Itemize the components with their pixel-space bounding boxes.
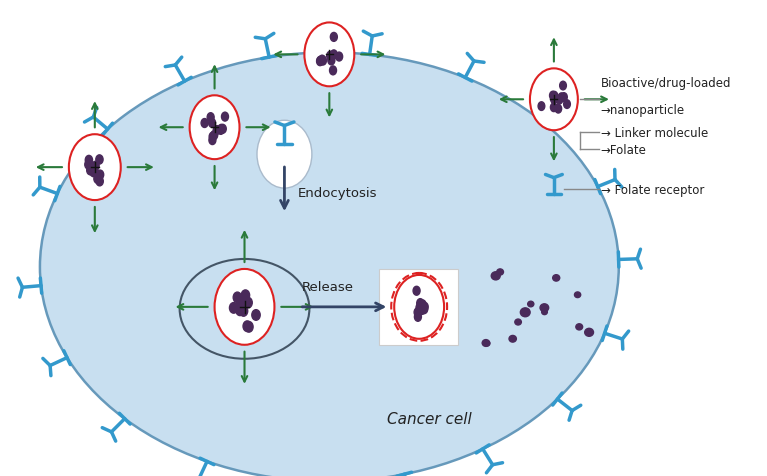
Ellipse shape (238, 303, 246, 314)
Ellipse shape (497, 269, 503, 276)
Ellipse shape (317, 58, 324, 67)
Ellipse shape (574, 292, 581, 298)
Ellipse shape (236, 298, 245, 309)
Ellipse shape (97, 171, 104, 180)
Ellipse shape (416, 299, 423, 308)
Ellipse shape (229, 303, 238, 314)
Ellipse shape (551, 96, 558, 104)
Ellipse shape (484, 341, 490, 347)
Ellipse shape (213, 126, 220, 135)
Text: →nanoparticle: →nanoparticle (601, 104, 685, 117)
Ellipse shape (327, 52, 334, 61)
Ellipse shape (528, 302, 534, 307)
Ellipse shape (96, 156, 103, 165)
Ellipse shape (87, 166, 94, 176)
Ellipse shape (217, 126, 224, 135)
Ellipse shape (244, 298, 252, 308)
Ellipse shape (40, 53, 619, 476)
Ellipse shape (189, 96, 239, 160)
Ellipse shape (414, 308, 421, 317)
Ellipse shape (320, 57, 327, 66)
Ellipse shape (419, 306, 426, 315)
Ellipse shape (538, 102, 545, 111)
Ellipse shape (509, 336, 516, 342)
Ellipse shape (85, 160, 92, 170)
Ellipse shape (215, 269, 275, 345)
Ellipse shape (560, 82, 566, 91)
Ellipse shape (91, 163, 97, 172)
Ellipse shape (421, 303, 428, 312)
Ellipse shape (328, 57, 335, 66)
Ellipse shape (556, 96, 563, 105)
Ellipse shape (91, 163, 98, 173)
Ellipse shape (417, 300, 424, 309)
Ellipse shape (211, 131, 218, 140)
Text: Cancer cell: Cancer cell (387, 411, 472, 426)
Text: → Folate receptor: → Folate receptor (601, 183, 704, 196)
Ellipse shape (414, 313, 421, 322)
Ellipse shape (218, 125, 225, 134)
Ellipse shape (421, 305, 428, 314)
Ellipse shape (90, 168, 97, 178)
Ellipse shape (540, 304, 548, 312)
Ellipse shape (318, 56, 326, 65)
Ellipse shape (257, 121, 312, 188)
Ellipse shape (330, 67, 337, 76)
Ellipse shape (243, 321, 252, 332)
Ellipse shape (209, 119, 216, 128)
Ellipse shape (331, 33, 337, 42)
Ellipse shape (542, 310, 548, 315)
Text: →Folate: →Folate (601, 143, 647, 156)
Ellipse shape (530, 69, 578, 131)
Ellipse shape (209, 133, 216, 142)
Text: Endocytosis: Endocytosis (298, 186, 377, 199)
FancyBboxPatch shape (379, 269, 458, 345)
Ellipse shape (419, 304, 426, 313)
Ellipse shape (239, 306, 248, 317)
Ellipse shape (549, 92, 556, 100)
Ellipse shape (564, 100, 571, 109)
Ellipse shape (85, 156, 93, 165)
Ellipse shape (304, 23, 354, 87)
Ellipse shape (242, 290, 249, 301)
Ellipse shape (416, 304, 423, 312)
Text: Bioactive/drug-loaded: Bioactive/drug-loaded (601, 77, 731, 90)
Ellipse shape (235, 305, 244, 316)
Ellipse shape (558, 94, 565, 102)
Ellipse shape (576, 324, 583, 330)
Ellipse shape (252, 310, 260, 321)
Ellipse shape (336, 53, 343, 62)
Ellipse shape (331, 51, 337, 60)
Ellipse shape (515, 319, 522, 325)
Ellipse shape (69, 135, 120, 201)
Ellipse shape (394, 275, 444, 339)
Ellipse shape (92, 162, 99, 171)
Ellipse shape (233, 292, 242, 303)
Ellipse shape (553, 275, 560, 281)
Ellipse shape (94, 175, 101, 184)
Ellipse shape (520, 308, 530, 317)
Ellipse shape (317, 57, 324, 66)
Ellipse shape (584, 328, 594, 337)
Ellipse shape (201, 119, 208, 128)
Ellipse shape (96, 177, 104, 187)
Ellipse shape (551, 104, 557, 112)
Ellipse shape (413, 287, 420, 296)
Ellipse shape (207, 113, 214, 122)
Ellipse shape (561, 93, 568, 102)
Ellipse shape (419, 300, 426, 309)
Ellipse shape (222, 113, 229, 122)
Ellipse shape (328, 54, 334, 63)
Ellipse shape (219, 125, 226, 134)
Ellipse shape (245, 322, 253, 332)
Ellipse shape (209, 136, 216, 145)
Ellipse shape (482, 340, 489, 347)
Text: → Linker molecule: → Linker molecule (601, 127, 708, 139)
Ellipse shape (491, 272, 500, 280)
Ellipse shape (551, 92, 558, 101)
Ellipse shape (555, 105, 561, 114)
Text: Release: Release (301, 281, 354, 294)
